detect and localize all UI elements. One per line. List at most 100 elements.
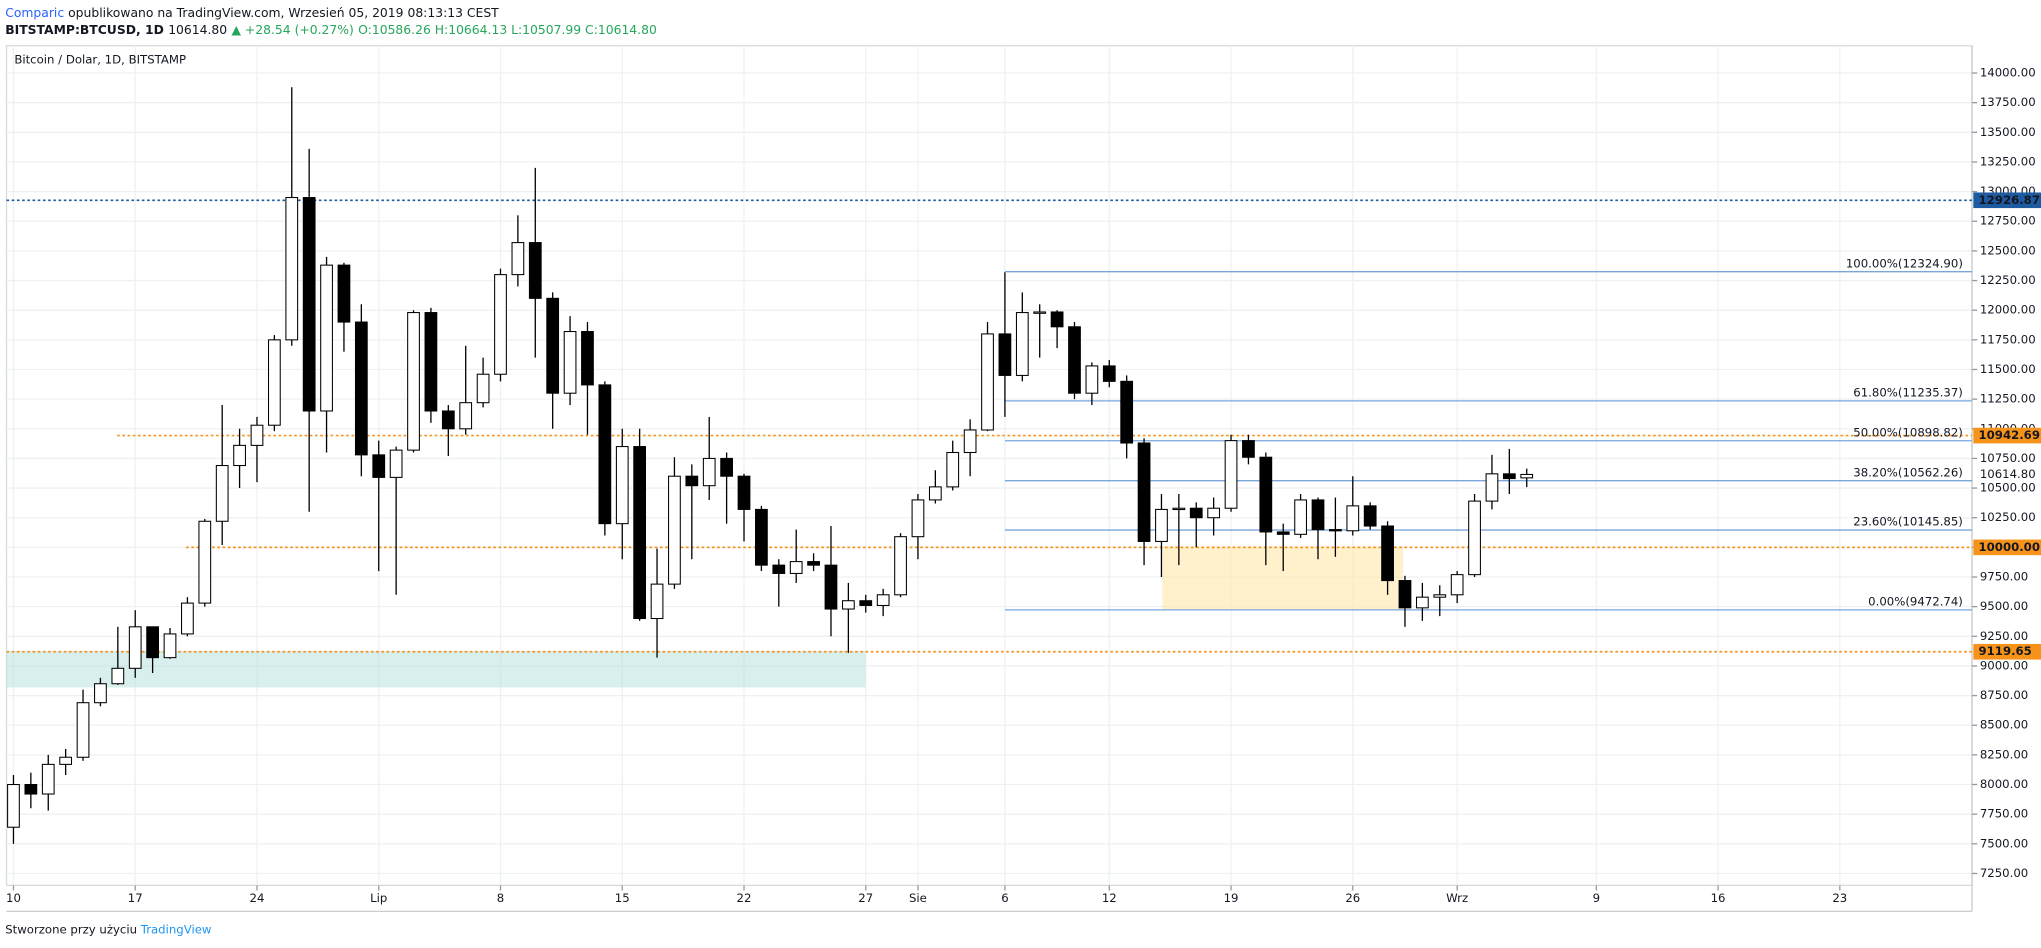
y-tick-label: 12750.00: [1980, 214, 2036, 228]
x-tick-label: 17: [128, 891, 143, 905]
level-price-label: 10942.69: [1979, 428, 2040, 442]
candle-body: [24, 784, 38, 795]
candle-body: [441, 410, 455, 430]
y-tick-label: 8500.00: [1980, 718, 2028, 732]
candle-body: [1259, 456, 1273, 533]
candle-body: [146, 626, 159, 659]
candle-body: [1276, 531, 1290, 535]
candle-body: [7, 784, 20, 828]
header-line: Comparic opublikowano na TradingView.com…: [5, 6, 499, 20]
candle-body: [755, 508, 768, 566]
candle-body: [581, 331, 594, 386]
candle-body: [615, 446, 629, 525]
candle-body: [128, 626, 142, 669]
level-price-label: 9119.65: [1979, 644, 2032, 658]
candle-body: [876, 594, 890, 606]
fib-label: 100.00%(12324.90): [1846, 256, 1963, 270]
candle-body: [1381, 525, 1394, 582]
fib-label: 61.80%(11235.37): [1853, 386, 1963, 400]
candle-body: [181, 602, 194, 635]
footer: Stworzone przy użyciu TradingView: [5, 922, 212, 936]
y-tick-label: 7500.00: [1980, 836, 2028, 850]
y-tick-label: 12500.00: [1980, 243, 2036, 257]
x-tick-label: 12: [1102, 891, 1117, 905]
candle-body: [668, 475, 681, 585]
candle-body: [1189, 507, 1203, 519]
candle-body: [1172, 507, 1186, 511]
y-tick-label: 13250.00: [1980, 154, 2036, 168]
candle-body: [111, 667, 125, 685]
last-price-label: 10614.80: [1980, 467, 2036, 481]
candle-body: [1120, 380, 1134, 444]
level-price-box: [1973, 427, 2041, 444]
candle-body: [1311, 499, 1325, 531]
candle-body: [320, 264, 333, 412]
candle-body: [981, 333, 994, 431]
y-tick-label: 12000.00: [1980, 303, 2036, 317]
candle-body: [859, 600, 873, 606]
candle-body: [424, 312, 438, 412]
y-tick-label: 11250.00: [1980, 392, 2036, 406]
x-tick-label: 8: [497, 891, 504, 905]
candle-body: [1155, 508, 1168, 542]
level-price-box: [1973, 192, 2041, 209]
chart-title: Bitcoin / Dolar, 1D, BITSTAMP: [14, 53, 186, 67]
candle-body: [633, 446, 647, 620]
x-tick-label: Wrz: [1446, 891, 1468, 905]
fib-label: 50.00%(10898.82): [1853, 425, 1963, 439]
author[interactable]: Comparic: [5, 6, 64, 20]
candle-body: [389, 449, 403, 478]
candle-body: [650, 583, 664, 620]
footer-brand[interactable]: TradingView: [140, 922, 212, 936]
level-price-box: [1973, 643, 2041, 660]
footer-text: Stworzone przy użyciu: [5, 922, 137, 936]
candle-body: [494, 274, 507, 375]
candle-body: [476, 373, 490, 404]
x-tick-label: 22: [737, 891, 752, 905]
y-tick-label: 11750.00: [1980, 332, 2036, 346]
candle-body: [946, 451, 960, 488]
candle-body: [720, 457, 733, 477]
candle-body: [1068, 326, 1081, 394]
y-tick-label: 7250.00: [1980, 866, 2028, 880]
candle-body: [372, 454, 386, 478]
candle-body: [998, 333, 1012, 376]
symbol-line: BITSTAMP:BTCUSD, 1D 10614.80 ▲ +28.54 (+…: [5, 23, 657, 37]
candle-body: [1415, 596, 1429, 609]
level-price-label: 10000.00: [1979, 540, 2040, 554]
candle-body: [354, 321, 368, 456]
fib-label: 38.20%(10562.26): [1853, 465, 1963, 479]
candle-body: [1398, 580, 1412, 609]
candle-body: [928, 486, 942, 501]
x-tick-label: 23: [1832, 891, 1847, 905]
level-price-label: 12926.87: [1979, 193, 2040, 207]
candle-body: [598, 384, 612, 525]
candle-body: [1363, 505, 1377, 527]
candle-body: [1346, 505, 1360, 532]
candle-body: [337, 264, 351, 323]
y-tick-label: 10500.00: [1980, 481, 2036, 495]
y-tick-label: 8250.00: [1980, 747, 2028, 761]
x-tick-label: 10: [6, 891, 21, 905]
candle-body: [1015, 312, 1029, 376]
candle-body: [1242, 440, 1255, 458]
y-tick-label: 9250.00: [1980, 629, 2028, 643]
candle-body: [233, 444, 246, 467]
candle-body: [59, 756, 73, 765]
x-tick-label: 24: [250, 891, 265, 905]
y-tick-label: 13500.00: [1980, 125, 2036, 139]
candle-body: [1085, 365, 1099, 394]
x-tick-label: 6: [1001, 891, 1008, 905]
candle-body: [215, 465, 229, 522]
candle-body: [1207, 507, 1221, 519]
y-tick-label: 14000.00: [1980, 66, 2036, 80]
x-tick-label: Lip: [370, 891, 387, 905]
candle-body: [198, 520, 212, 604]
candle-body: [41, 763, 55, 795]
symbol: BITSTAMP:BTCUSD, 1D: [5, 23, 164, 37]
last-price-box: [1973, 466, 2041, 483]
x-tick-label: 16: [1711, 891, 1726, 905]
y-tick-label: 9750.00: [1980, 570, 2028, 584]
candle-body: [76, 702, 90, 758]
